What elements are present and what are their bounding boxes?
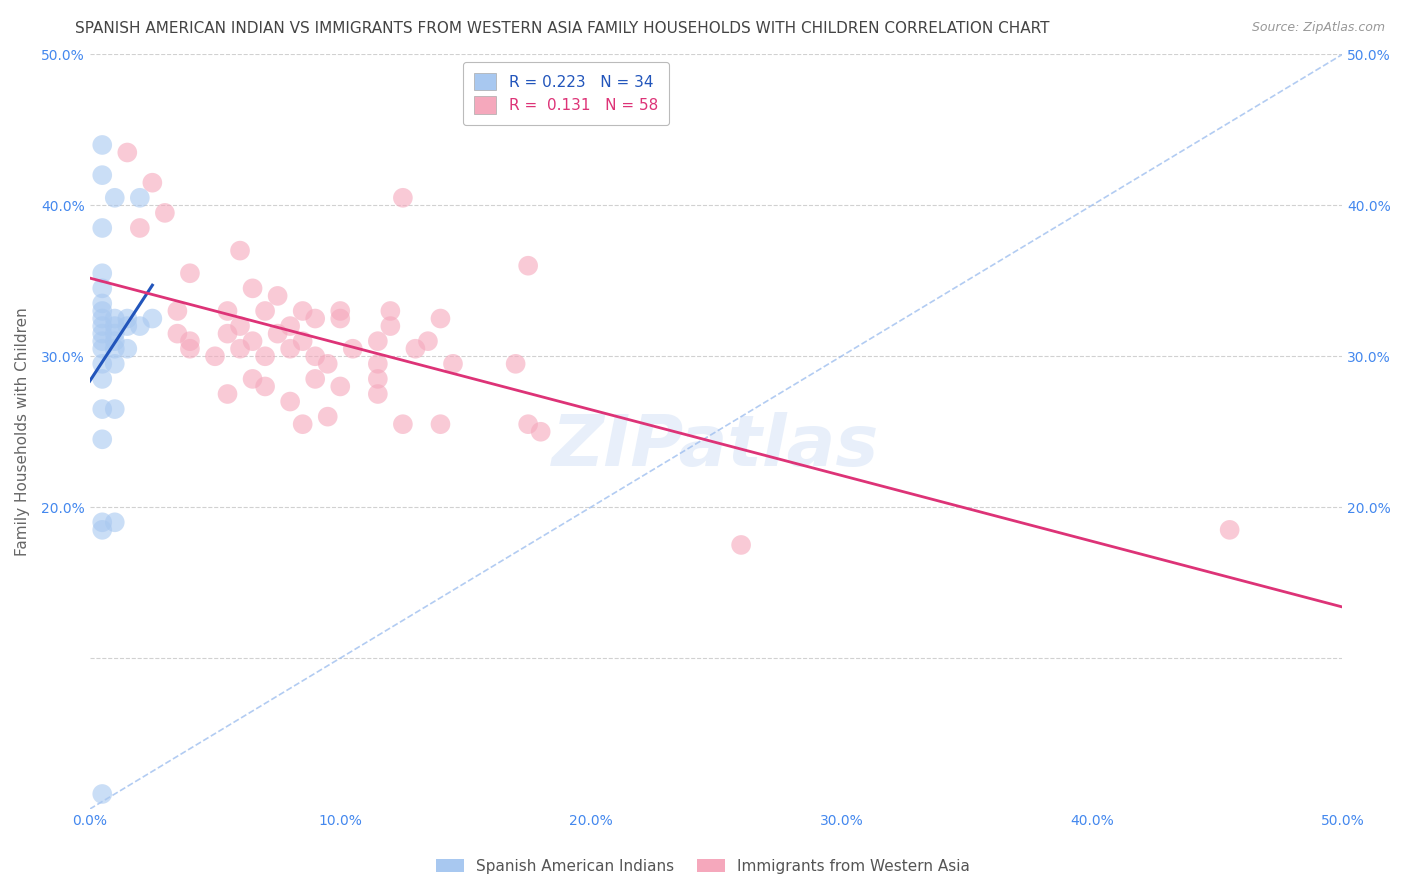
Point: [254, 304, 277, 318]
Point: [117, 319, 139, 334]
Point: [166, 304, 188, 318]
Point: [242, 281, 264, 295]
Point: [254, 349, 277, 363]
Point: [104, 357, 127, 371]
Point: [380, 319, 402, 334]
Point: [91, 221, 114, 235]
Point: [104, 334, 127, 348]
Point: [254, 379, 277, 393]
Point: [404, 342, 426, 356]
Point: [91, 334, 114, 348]
Point: [517, 259, 540, 273]
Text: SPANISH AMERICAN INDIAN VS IMMIGRANTS FROM WESTERN ASIA FAMILY HOUSEHOLDS WITH C: SPANISH AMERICAN INDIAN VS IMMIGRANTS FR…: [75, 21, 1050, 36]
Point: [117, 311, 139, 326]
Point: [367, 372, 389, 386]
Point: [141, 176, 163, 190]
Point: [104, 311, 127, 326]
Point: [166, 326, 188, 341]
Point: [291, 417, 314, 432]
Point: [278, 394, 301, 409]
Y-axis label: Family Households with Children: Family Households with Children: [15, 308, 30, 556]
Point: [242, 334, 264, 348]
Point: [229, 319, 252, 334]
Point: [242, 372, 264, 386]
Point: [367, 357, 389, 371]
Point: [730, 538, 752, 552]
Point: [91, 787, 114, 801]
Point: [380, 304, 402, 318]
Point: [329, 304, 352, 318]
Point: [316, 357, 339, 371]
Point: [104, 516, 127, 530]
Point: [91, 342, 114, 356]
Point: [104, 402, 127, 417]
Point: [104, 191, 127, 205]
Point: [229, 244, 252, 258]
Point: [91, 138, 114, 153]
Point: [367, 387, 389, 401]
Point: [104, 326, 127, 341]
Point: [429, 417, 451, 432]
Point: [91, 432, 114, 446]
Text: Source: ZipAtlas.com: Source: ZipAtlas.com: [1251, 21, 1385, 34]
Point: [117, 145, 139, 160]
Legend: R = 0.223   N = 34, R =  0.131   N = 58: R = 0.223 N = 34, R = 0.131 N = 58: [463, 62, 669, 125]
Point: [392, 191, 415, 205]
Point: [416, 334, 439, 348]
Point: [429, 311, 451, 326]
Point: [91, 281, 114, 295]
Point: [117, 342, 139, 356]
Point: [104, 342, 127, 356]
Point: [278, 319, 301, 334]
Point: [91, 319, 114, 334]
Point: [91, 311, 114, 326]
Point: [329, 379, 352, 393]
Point: [91, 304, 114, 318]
Point: [367, 334, 389, 348]
Point: [179, 266, 201, 280]
Point: [304, 372, 326, 386]
Point: [517, 417, 540, 432]
Point: [91, 523, 114, 537]
Point: [204, 349, 226, 363]
Point: [104, 319, 127, 334]
Point: [217, 387, 239, 401]
Point: [179, 342, 201, 356]
Point: [1219, 523, 1241, 537]
Point: [229, 342, 252, 356]
Point: [505, 357, 527, 371]
Point: [392, 417, 415, 432]
Point: [153, 206, 176, 220]
Point: [304, 349, 326, 363]
Point: [304, 311, 326, 326]
Point: [291, 304, 314, 318]
Point: [91, 168, 114, 182]
Point: [291, 334, 314, 348]
Point: [91, 266, 114, 280]
Point: [329, 311, 352, 326]
Point: [217, 326, 239, 341]
Point: [91, 372, 114, 386]
Point: [128, 191, 150, 205]
Point: [141, 311, 163, 326]
Point: [266, 289, 288, 303]
Point: [91, 357, 114, 371]
Point: [91, 326, 114, 341]
Point: [128, 221, 150, 235]
Point: [342, 342, 364, 356]
Text: ZIPatlas: ZIPatlas: [553, 412, 880, 482]
Point: [91, 296, 114, 310]
Point: [266, 326, 288, 341]
Point: [441, 357, 464, 371]
Point: [278, 342, 301, 356]
Point: [316, 409, 339, 424]
Point: [217, 304, 239, 318]
Point: [91, 516, 114, 530]
Point: [530, 425, 553, 439]
Point: [128, 319, 150, 334]
Legend: Spanish American Indians, Immigrants from Western Asia: Spanish American Indians, Immigrants fro…: [430, 853, 976, 880]
Point: [179, 334, 201, 348]
Point: [91, 402, 114, 417]
